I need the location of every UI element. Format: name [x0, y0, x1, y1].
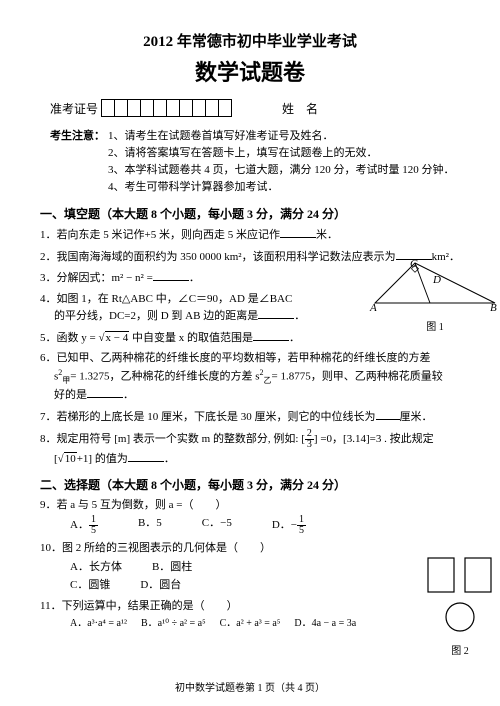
name-label: 姓 名	[282, 100, 318, 117]
q10-opt-b: B．圆柱	[152, 559, 192, 576]
question-7: 7．若梯形的上底长是 10 厘米，下底长是 30 厘米，则它的中位线长为 厘米．	[40, 408, 460, 426]
question-1: 1．若向东走 5 米记作+5 米，则向西走 5 米应记作 米．	[40, 226, 460, 244]
q3-text: 3．分解因式：m² − n² =	[40, 272, 153, 284]
q10-opt-a: A．长方体	[70, 559, 122, 576]
q9-opt-a: A．15	[70, 515, 98, 536]
q4-end: ．	[294, 310, 305, 322]
q9-text: 9．若 a 与 5 互为倒数，则 a =（ ）	[40, 497, 460, 514]
note-item: 1、请考生在试题卷首填写好准考证号及姓名．	[108, 127, 460, 143]
q4-text-b: 的平分线，DC=2，则 D 到 AB 边的距离是	[54, 310, 258, 322]
note-item: 3、本学科试题卷共 4 页，七道大题，满分 120 分，考试时量 120 分钟．	[108, 161, 460, 177]
exam-subject-title: 数学试题卷	[40, 55, 460, 87]
q6-text-d: 好的是	[54, 389, 87, 401]
figure-1: A B C D 图 1	[370, 258, 500, 333]
q8-text-c: 的值为	[95, 453, 128, 465]
notes-label: 考生注意：	[50, 127, 108, 195]
fig1-A: A	[370, 302, 377, 314]
q8-text-a: 8．规定用符号 [m] 表示一个实数 m 的整数部分, 例如:	[40, 433, 299, 445]
notes-block: 考生注意： 1、请考生在试题卷首填写好准考证号及姓名． 2、请将答案填写在答题卡…	[50, 127, 460, 195]
q11-opt-b: B．a¹⁰ ÷ a² = a⁵	[141, 616, 206, 631]
q7-text: 7．若梯形的上底长是 10 厘米，下底长是 30 厘米，则它的中位线长为	[40, 411, 376, 423]
q5-end: ．	[289, 332, 300, 344]
note-item: 4、考生可带科学计算器参加考试．	[108, 178, 460, 194]
q10-opt-c: C．圆锥	[70, 577, 110, 594]
q9-opt-d: D．−15	[272, 515, 306, 536]
q1-text: 1．若向东走 5 米记作+5 米，则向西走 5 米应记作	[40, 229, 280, 241]
fig1-B: B	[490, 302, 497, 314]
q11-opt-a: A．a³·a⁴ = a¹²	[70, 616, 127, 631]
section1-title: 一、填空题（本大题 8 个小题，每小题 3 分，满分 24 分）	[40, 205, 460, 222]
q11-opt-c: C．a² + a³ = a⁵	[220, 616, 281, 631]
figure-2: 图 2	[420, 555, 500, 657]
sqrt10: 10	[64, 452, 77, 465]
q2-text: 2．我国南海海域的面积约为 350 0000 km²，该面积用科学记数法应表示为	[40, 251, 396, 263]
fig1-D: D	[433, 274, 441, 286]
ticket-label: 准考证号	[50, 100, 98, 117]
exam-year-title: 2012 年常德市初中毕业学业考试	[40, 30, 460, 51]
page-footer: 初中数学试题卷第 1 页（共 4 页）	[0, 679, 500, 694]
q11-opt-d: D．4a − a = 3a	[294, 616, 356, 631]
q6-text-a: 6．已知甲、乙两种棉花的纤维长度的平均数相等，若甲种棉花的纤维长度的方差	[40, 352, 431, 364]
q1-unit: 米．	[316, 229, 338, 241]
q5-text-a: 5．函数 y =	[40, 332, 96, 344]
question-10: 10．图 2 所给的三视图表示的几何体是（ ） A．长方体 B．圆柱 C．圆锥 …	[40, 540, 460, 594]
q3-end: ．	[189, 272, 200, 284]
ticket-row: 准考证号 姓 名	[40, 99, 460, 117]
q8-text-b: =0，[3.14]=3 . 按此规定	[320, 433, 433, 445]
q9-opt-c: C．−5	[202, 515, 232, 536]
q10-opt-d: D．圆台	[140, 577, 181, 594]
q8-end: ．	[164, 453, 175, 465]
fig1-C: C	[410, 258, 417, 270]
q6-end: ．	[123, 389, 134, 401]
question-9: 9．若 a 与 5 互为倒数，则 a =（ ） A．15 B．5 C．−5 D．…	[40, 497, 460, 537]
q5-text-b: 中自变量 x 的取值范围是	[132, 332, 253, 344]
question-8: 8．规定用符号 [m] 表示一个实数 m 的整数部分, 例如: [23] =0，…	[40, 429, 460, 468]
q10-text: 10．图 2 所给的三视图表示的几何体是（ ）	[40, 540, 370, 557]
q11-text: 11．下列运算中，结果正确的是（ ）	[40, 598, 460, 615]
q9-opt-b: B．5	[138, 515, 162, 536]
q6-text-c: = 1.8775，则甲、乙两种棉花质量较	[272, 370, 443, 382]
q7-unit: 厘米．	[400, 411, 433, 423]
section2-title: 二、选择题（本大题 8 个小题，每小题 3 分，满分 24 分）	[40, 476, 460, 493]
q4-text-a: 4．如图 1，在 Rt△ABC 中，∠C＝90，AD 是∠BAC	[40, 293, 292, 305]
q5-sqrt: x − 4	[105, 331, 130, 344]
note-item: 2、请将答案填写在答题卡上，填写在试题卷上的无效．	[108, 144, 460, 160]
question-11: 11．下列运算中，结果正确的是（ ） A．a³·a⁴ = a¹² B．a¹⁰ ÷…	[40, 598, 460, 632]
fig1-label: 图 1	[370, 318, 500, 333]
q6-text-b: = 1.3275，乙种棉花的纤维长度的方差	[70, 370, 252, 382]
ticket-boxes	[102, 99, 232, 117]
fig2-label: 图 2	[420, 642, 500, 657]
plus1: +1]	[77, 453, 92, 465]
question-6: 6．已知甲、乙两种棉花的纤维长度的平均数相等，若甲种棉花的纤维长度的方差 s2甲…	[40, 350, 460, 404]
frac-d: 3	[305, 440, 314, 450]
